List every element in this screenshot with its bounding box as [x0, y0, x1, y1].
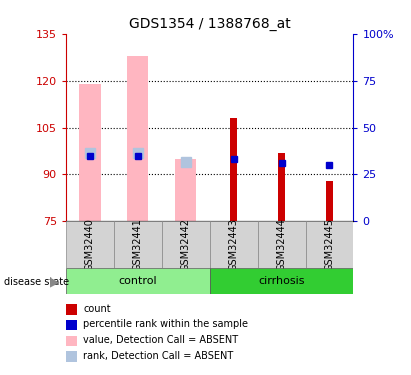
Bar: [162, 221, 210, 268]
Title: GDS1354 / 1388768_at: GDS1354 / 1388768_at: [129, 17, 291, 32]
Text: percentile rank within the sample: percentile rank within the sample: [83, 320, 248, 329]
Bar: [66, 268, 210, 294]
Text: rank, Detection Call = ABSENT: rank, Detection Call = ABSENT: [83, 351, 234, 361]
Bar: [258, 221, 305, 268]
Bar: [66, 221, 114, 268]
Bar: [278, 153, 285, 221]
Bar: [175, 159, 196, 221]
Bar: [210, 268, 353, 294]
Text: GSM32442: GSM32442: [181, 218, 191, 271]
Text: GSM32444: GSM32444: [277, 218, 286, 271]
Text: GSM32440: GSM32440: [85, 218, 95, 271]
Bar: [230, 118, 237, 221]
Text: GSM32445: GSM32445: [325, 218, 335, 271]
Text: GSM32443: GSM32443: [229, 218, 238, 271]
Bar: [127, 56, 148, 221]
Bar: [114, 221, 162, 268]
Text: control: control: [118, 276, 157, 286]
Bar: [210, 221, 258, 268]
Text: count: count: [83, 304, 111, 313]
Bar: [326, 181, 333, 221]
Text: value, Detection Call = ABSENT: value, Detection Call = ABSENT: [83, 335, 238, 345]
Text: cirrhosis: cirrhosis: [258, 276, 305, 286]
Text: GSM32441: GSM32441: [133, 218, 143, 271]
Text: ▶: ▶: [50, 276, 60, 288]
Bar: [305, 221, 353, 268]
Text: disease state: disease state: [4, 277, 69, 287]
Bar: [79, 84, 101, 221]
